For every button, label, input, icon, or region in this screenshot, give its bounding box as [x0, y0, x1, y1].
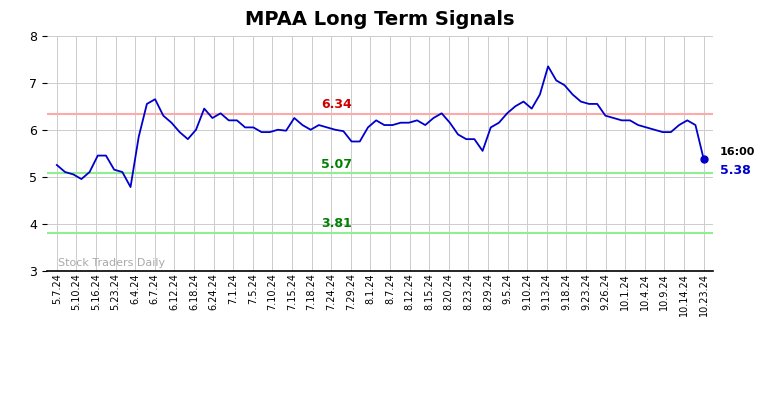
Text: 16:00: 16:00: [720, 147, 756, 157]
Text: 5.38: 5.38: [720, 164, 751, 177]
Text: 3.81: 3.81: [321, 217, 352, 230]
Text: 5.07: 5.07: [321, 158, 352, 171]
Text: 6.34: 6.34: [321, 98, 352, 111]
Point: [698, 156, 710, 162]
Text: Stock Traders Daily: Stock Traders Daily: [58, 258, 165, 268]
Title: MPAA Long Term Signals: MPAA Long Term Signals: [245, 10, 515, 29]
